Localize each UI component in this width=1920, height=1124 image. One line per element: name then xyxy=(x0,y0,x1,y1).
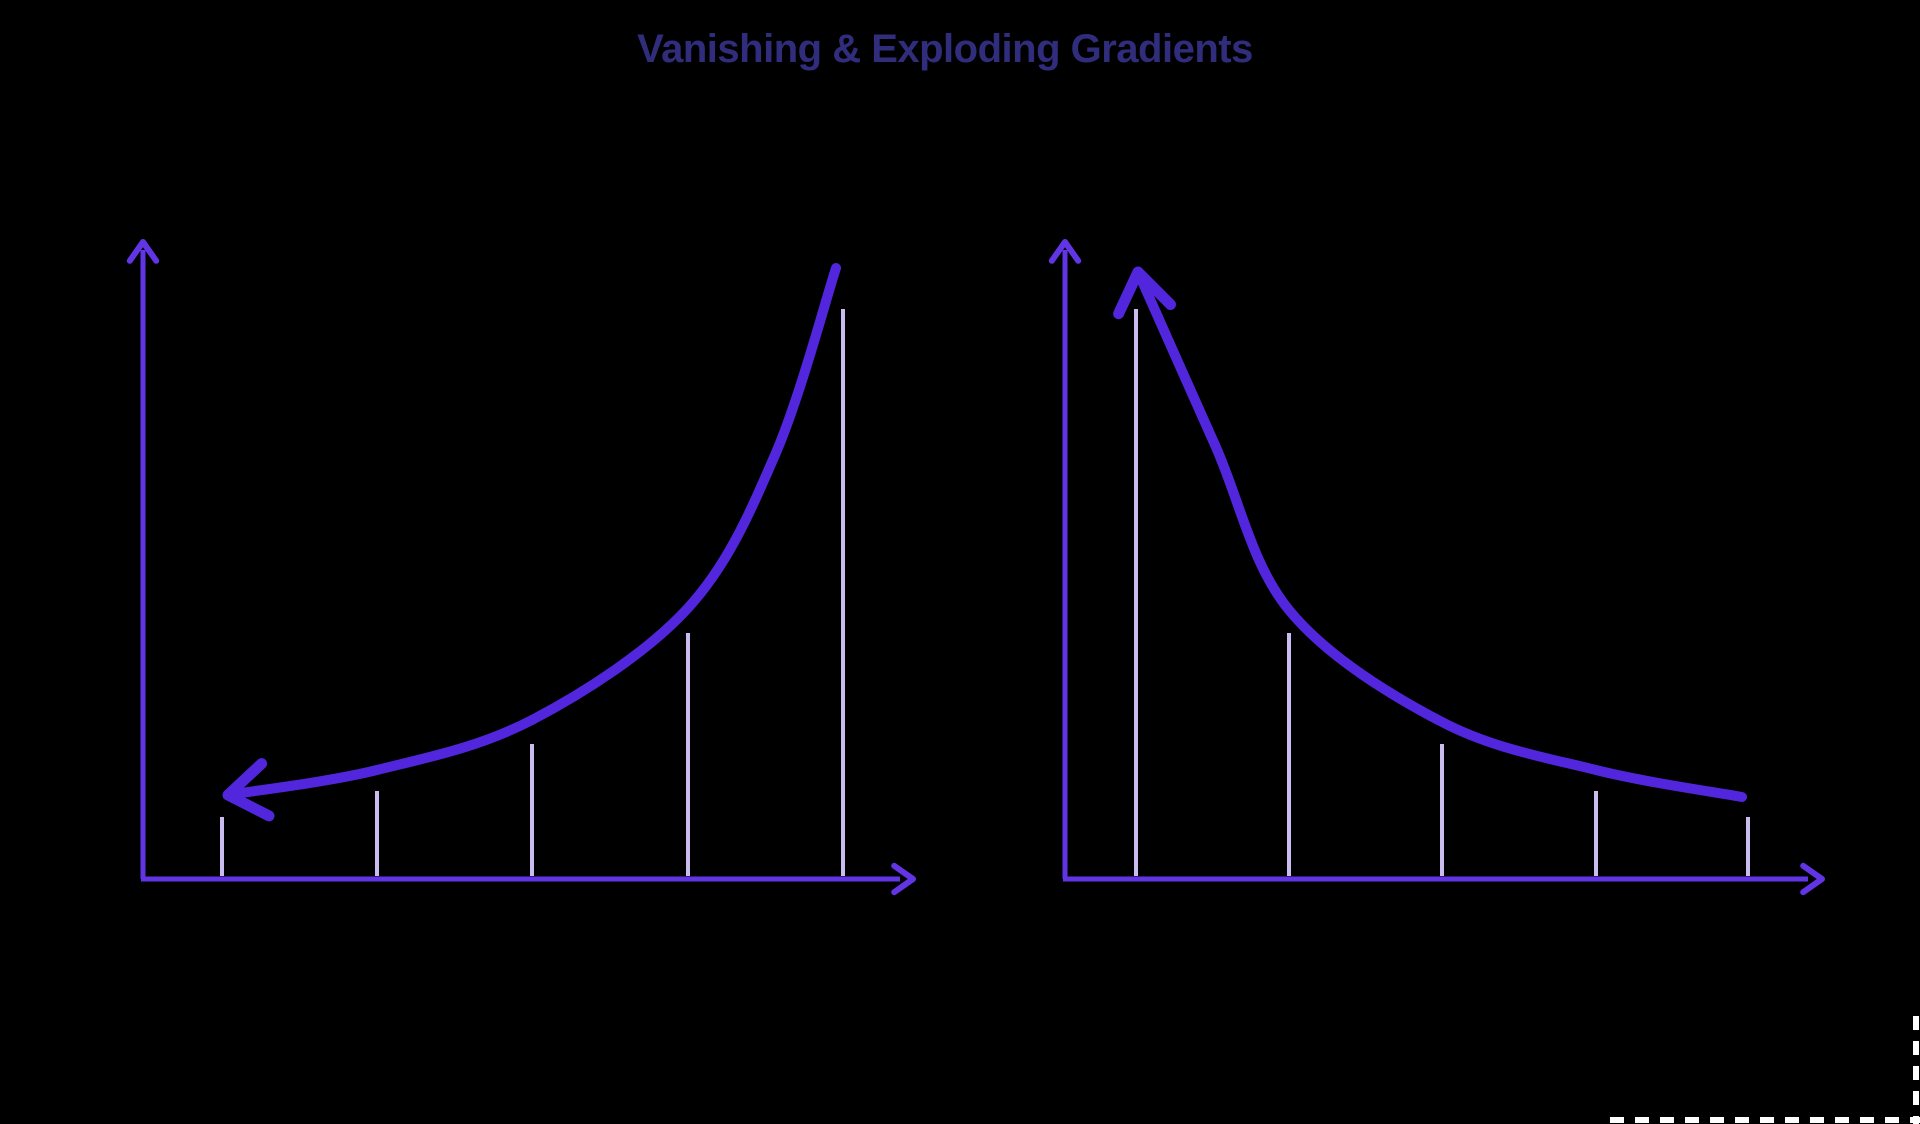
exploding-gradients-curve xyxy=(1133,267,1747,802)
vanishing-gradients-curve xyxy=(223,263,841,800)
vanishing-gradients-bars xyxy=(220,309,845,876)
x-axis-arrow-icon xyxy=(891,862,916,896)
exploding-gradients-bars xyxy=(1134,309,1750,876)
dashed-selection-border xyxy=(1610,1016,1920,1124)
y-axis-arrow-icon xyxy=(1048,239,1082,264)
exploding-gradients-panel xyxy=(1048,239,1825,896)
x-axis-arrow-icon xyxy=(1800,862,1825,896)
diagram-title: Vanishing & Exploding Gradients xyxy=(637,27,1253,71)
curve-direction-arrow-icon xyxy=(1113,266,1176,320)
vanishing-gradients-panel xyxy=(126,239,916,896)
curve-direction-arrow-icon xyxy=(222,758,275,822)
y-axis-arrow-icon xyxy=(126,239,160,264)
